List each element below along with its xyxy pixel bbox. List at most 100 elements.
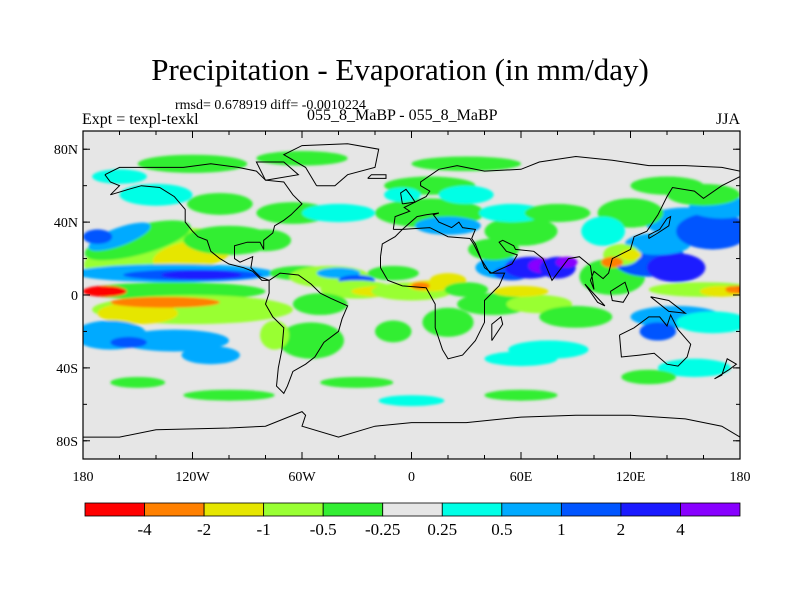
colorbar-label: 2 xyxy=(617,520,626,539)
y-axis: 80N 40N 0 40S 80S xyxy=(54,143,740,450)
field-blob-90 xyxy=(183,389,275,401)
colorbar-label: -4 xyxy=(137,520,152,539)
field-blob-14 xyxy=(88,222,151,251)
colorbar-swatch-0 xyxy=(84,502,145,517)
colorbar-swatch-6 xyxy=(441,502,503,517)
field-blob-72 xyxy=(601,256,624,268)
y-tick-label: 40N xyxy=(54,216,78,231)
field-blob-63 xyxy=(539,305,613,328)
field-blob-48 xyxy=(384,187,421,203)
field-blob-59 xyxy=(524,203,591,223)
field-blob-33 xyxy=(137,154,248,173)
colorbar-swatch-2 xyxy=(203,502,265,517)
field-blob-87 xyxy=(657,358,731,377)
x-axis: 180 120W 60W 0 60E 120E 180 xyxy=(73,131,751,485)
field-blob-47 xyxy=(438,185,494,204)
north-america-coast xyxy=(104,163,303,281)
field-blob-42 xyxy=(422,307,474,337)
field-blob-31 xyxy=(187,192,253,215)
rmsd-stats: rmsd= 0.678919 diff= -0.0010224 xyxy=(175,98,366,113)
x-tick-label: 60W xyxy=(288,470,316,485)
field-blob-92 xyxy=(378,395,445,407)
field-blob-93 xyxy=(484,389,558,401)
colorbar-swatch-4 xyxy=(322,502,384,517)
colorbar-swatch-3 xyxy=(263,502,324,517)
colorbar-swatch-1 xyxy=(144,502,205,517)
africa-coast xyxy=(380,227,506,360)
field-blob-49 xyxy=(411,156,521,172)
y-tick-label: 40S xyxy=(56,362,78,377)
x-tick-label: 180 xyxy=(73,470,94,485)
colorbar-label: -0.5 xyxy=(310,520,337,539)
colorbar-label: 0.5 xyxy=(491,520,512,539)
field-blob-7 xyxy=(84,220,191,261)
madagascar-coast xyxy=(491,316,504,341)
field-blob-2 xyxy=(97,302,178,325)
new-zealand-coast xyxy=(714,358,738,380)
field-blob-43 xyxy=(375,320,412,343)
field-blob-40 xyxy=(367,265,419,281)
uk-coast xyxy=(400,188,416,205)
field-blob-15 xyxy=(83,229,113,244)
australia-coast xyxy=(619,313,692,367)
colorbar-label: -0.25 xyxy=(365,520,400,539)
field-blob-35 xyxy=(92,169,147,184)
field-blob-88 xyxy=(621,369,677,385)
field-blob-86 xyxy=(639,322,677,341)
colorbar-label: -1 xyxy=(257,520,271,539)
field-blob-10 xyxy=(239,229,292,252)
colorbar-label: 0.25 xyxy=(427,520,457,539)
case-label: 055_8_MaBP - 055_8_MaBP xyxy=(307,107,498,124)
baffin-coast xyxy=(255,161,300,181)
field-blob-26 xyxy=(292,293,348,316)
colorbar-swatch-5 xyxy=(382,502,443,517)
field-blob-74 xyxy=(676,213,740,250)
x-tick-label: 120E xyxy=(616,470,646,485)
colorbar-label: 1 xyxy=(557,520,566,539)
field-blob-27 xyxy=(278,322,344,359)
experiment-label: Expt = texpl-texkl xyxy=(82,111,199,128)
colorbar-swatch-8 xyxy=(560,502,622,517)
sumatra-coast xyxy=(584,283,606,307)
south-america-coast xyxy=(264,272,349,395)
field-blob-19 xyxy=(181,346,240,365)
field-blob-62 xyxy=(493,285,549,297)
field-blob-18 xyxy=(110,336,147,348)
field-blob-41 xyxy=(444,282,489,297)
japan-coast xyxy=(648,215,672,239)
colorbar-swatch-10 xyxy=(680,502,741,517)
colorbar: -4 -2 -1 -0.5 -0.25 0.25 0.5 1 2 4 xyxy=(84,502,741,539)
field-blob-83 xyxy=(725,285,740,294)
colorbar-swatch-7 xyxy=(501,502,562,517)
borneo-coast xyxy=(609,281,630,303)
colorbar-swatch-9 xyxy=(620,502,681,517)
y-tick-label: 80S xyxy=(56,435,78,450)
field-blob-17 xyxy=(119,329,229,352)
field-blob-13 xyxy=(161,270,242,280)
field-blob-65 xyxy=(484,351,558,367)
field-blob-28 xyxy=(260,320,290,350)
field-blob-34 xyxy=(256,151,348,166)
continent-outlines xyxy=(83,143,740,438)
season-label: JJA xyxy=(716,111,741,128)
colorbar-label: -2 xyxy=(197,520,211,539)
field-blobs xyxy=(83,151,740,407)
x-tick-label: 0 xyxy=(408,470,415,485)
field-blob-30 xyxy=(302,203,375,223)
field-blob-5 xyxy=(83,287,102,295)
x-tick-label: 180 xyxy=(730,470,751,485)
field-blob-79 xyxy=(581,216,626,246)
y-tick-label: 0 xyxy=(71,289,78,304)
field-blob-32 xyxy=(119,183,193,206)
field-blob-55 xyxy=(555,256,578,268)
field-blob-78 xyxy=(630,176,704,195)
iceland-coast xyxy=(367,174,387,179)
field-blob-85 xyxy=(676,311,740,334)
field-blob-58 xyxy=(479,203,545,223)
field-blob-69 xyxy=(625,233,691,255)
y-tick-label: 80N xyxy=(54,143,78,158)
field-blob-89 xyxy=(110,377,166,388)
field-blob-57 xyxy=(484,216,558,246)
x-tick-label: 120W xyxy=(175,470,210,485)
